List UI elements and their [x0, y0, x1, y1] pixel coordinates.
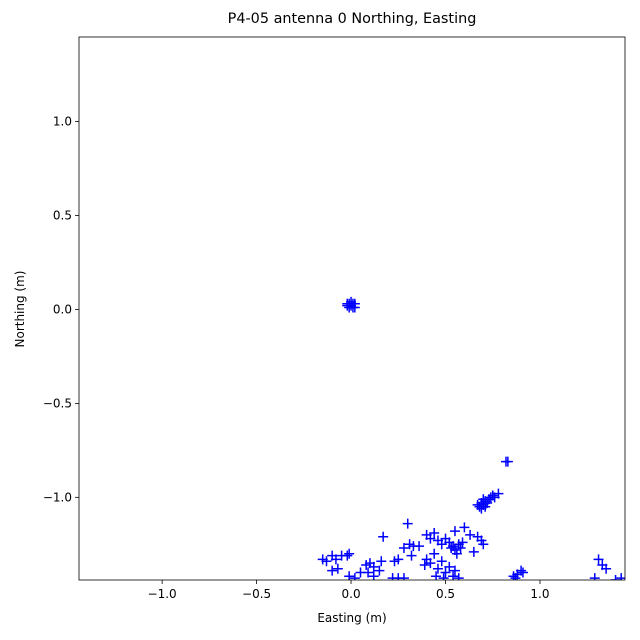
point: [593, 554, 604, 565]
point: [487, 490, 498, 501]
point: [493, 488, 504, 499]
point: [438, 573, 449, 580]
point: [459, 522, 470, 533]
point: [398, 573, 409, 580]
point: [516, 565, 527, 576]
point: [425, 533, 436, 544]
point: [444, 561, 455, 572]
point: [321, 556, 332, 567]
point: [616, 573, 625, 580]
point: [327, 565, 338, 576]
point: [342, 298, 353, 309]
y-tick-label: 1.0: [53, 115, 72, 129]
x-tick-label: −0.5: [242, 587, 271, 601]
x-tick-label: −1.0: [148, 587, 177, 601]
point: [389, 556, 400, 567]
point: [451, 548, 462, 559]
y-axis-label: Northing (m): [13, 271, 27, 348]
point: [601, 563, 612, 574]
point: [457, 537, 468, 548]
point: [436, 556, 447, 567]
point: [429, 528, 440, 539]
point: [610, 575, 621, 580]
point: [431, 571, 442, 580]
point: [376, 556, 387, 567]
chart-title: P4-05 antenna 0 Northing, Easting: [228, 11, 477, 27]
point: [449, 526, 460, 537]
point: [478, 539, 489, 550]
point: [402, 518, 413, 529]
point: [363, 567, 374, 578]
point: [406, 550, 417, 561]
point: [330, 554, 341, 565]
point: [432, 563, 443, 574]
point: [510, 573, 521, 580]
y-tick-label: −1.0: [43, 490, 72, 504]
point: [502, 456, 513, 467]
point: [344, 548, 355, 559]
point: [425, 558, 436, 569]
point: [419, 559, 430, 570]
x-axis-label: Easting (m): [317, 611, 386, 625]
point: [517, 567, 528, 578]
x-tick-label: 1.0: [530, 587, 549, 601]
y-tick-label: −0.5: [43, 396, 72, 410]
point: [349, 302, 360, 313]
point: [342, 550, 353, 561]
point: [378, 531, 389, 542]
point: [349, 573, 360, 580]
point: [374, 565, 385, 576]
point: [465, 529, 476, 540]
x-tick-label: 0.0: [342, 587, 361, 601]
plot-frame: [78, 36, 626, 581]
plot-area: [317, 296, 625, 580]
point: [429, 548, 440, 559]
point: [368, 571, 379, 580]
point: [436, 539, 447, 550]
point: [455, 543, 466, 554]
point: [453, 573, 464, 580]
point: [449, 565, 460, 576]
point: [440, 567, 451, 578]
point: [468, 546, 479, 557]
point: [332, 563, 343, 574]
point: [414, 541, 425, 552]
point: [398, 543, 409, 554]
y-tick-label: 0.0: [53, 302, 72, 316]
y-tick-label: 0.5: [53, 208, 72, 222]
x-tick-label: 0.5: [436, 587, 455, 601]
point: [446, 543, 457, 554]
point: [480, 501, 491, 512]
point: [368, 561, 379, 572]
point: [344, 571, 355, 580]
point: [478, 494, 489, 505]
point: [448, 571, 459, 580]
point: [589, 573, 600, 580]
